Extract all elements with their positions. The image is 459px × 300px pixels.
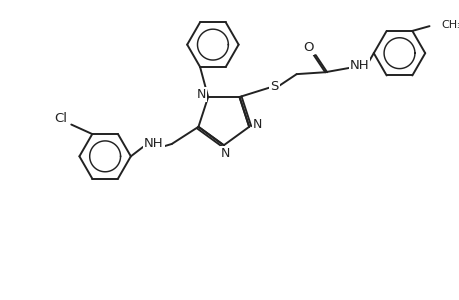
Text: O: O — [302, 41, 313, 54]
Text: CH₃: CH₃ — [440, 20, 459, 30]
Text: S: S — [270, 80, 278, 93]
Text: NH: NH — [144, 137, 163, 151]
Text: N: N — [252, 118, 262, 131]
Text: N: N — [196, 88, 206, 100]
Text: NH: NH — [349, 59, 369, 72]
Text: Cl: Cl — [54, 112, 67, 125]
Text: N: N — [221, 147, 230, 160]
